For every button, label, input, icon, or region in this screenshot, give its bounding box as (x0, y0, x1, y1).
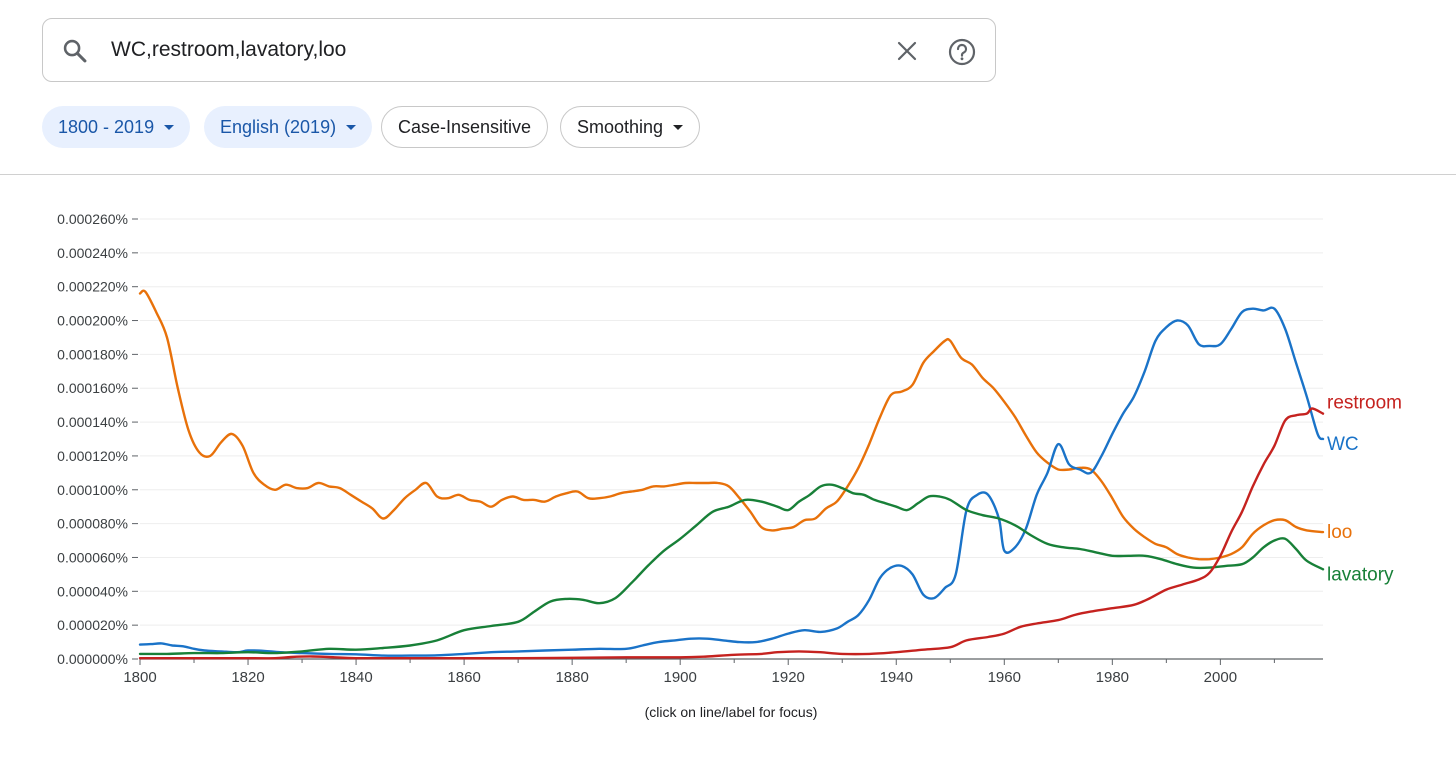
y-tick-label: 0.000240% (57, 245, 128, 261)
smoothing-label: Smoothing (577, 116, 664, 137)
corpus-dropdown[interactable]: English (2019) (204, 106, 373, 148)
series-line-restroom (138, 407, 1325, 660)
series-line-wc (138, 306, 1325, 657)
y-tick-label: 0.000020% (57, 617, 128, 633)
y-tick-label: 0.000100% (57, 482, 128, 498)
y-tick-label: 0.000220% (57, 279, 128, 295)
y-tick-label: 0.000060% (57, 549, 128, 565)
corpus-label: English (2019) (220, 116, 337, 137)
y-tick-label: 0.000120% (57, 448, 128, 464)
y-tick-label: 0.000180% (57, 346, 128, 362)
search-icon (63, 39, 87, 63)
x-tick-label: 1800 (123, 669, 156, 686)
x-tick-label: 2000 (1204, 669, 1237, 686)
x-tick-label: 1820 (231, 669, 264, 686)
series-line-loo (138, 289, 1325, 561)
divider (0, 174, 1456, 175)
x-tick-label: 1960 (988, 669, 1021, 686)
chart-hint: (click on line/label for focus) (644, 704, 818, 720)
chevron-down-icon (164, 124, 175, 130)
y-tick-label: 0.000040% (57, 583, 128, 599)
search-input[interactable] (111, 31, 871, 69)
x-tick-label: 1860 (447, 669, 480, 686)
series-label-wc: WC (1327, 434, 1359, 455)
y-tick-label: 0.000160% (57, 380, 128, 396)
series-label-loo: loo (1327, 522, 1352, 543)
y-tick-label: 0.000080% (57, 516, 128, 532)
chevron-down-icon (346, 124, 357, 130)
y-tick-label: 0.000140% (57, 414, 128, 430)
close-icon[interactable] (895, 39, 919, 63)
x-tick-label: 1920 (772, 669, 805, 686)
x-tick-label: 1980 (1096, 669, 1129, 686)
help-icon[interactable] (947, 37, 977, 67)
series-label-lavatory: lavatory (1327, 564, 1394, 585)
series-line-lavatory (138, 483, 1325, 656)
smoothing-dropdown[interactable]: Smoothing (560, 106, 701, 148)
year-range-label: 1800 - 2019 (58, 116, 155, 137)
search-box[interactable] (42, 18, 996, 82)
year-range-dropdown[interactable]: 1800 - 2019 (42, 106, 191, 148)
x-tick-label: 1900 (663, 669, 696, 686)
x-tick-label: 1880 (555, 669, 588, 686)
x-tick-label: 1940 (880, 669, 913, 686)
case-label: Case-Insensitive (398, 116, 532, 137)
series-label-restroom: restroom (1327, 393, 1402, 414)
y-tick-label: 0.000200% (57, 313, 128, 329)
case-insensitive-toggle[interactable]: Case-Insensitive (381, 106, 549, 148)
y-tick-label: 0.000000% (57, 651, 128, 667)
x-tick-label: 1840 (339, 669, 372, 686)
y-tick-label: 0.000260% (57, 211, 128, 227)
chevron-down-icon (673, 124, 684, 130)
